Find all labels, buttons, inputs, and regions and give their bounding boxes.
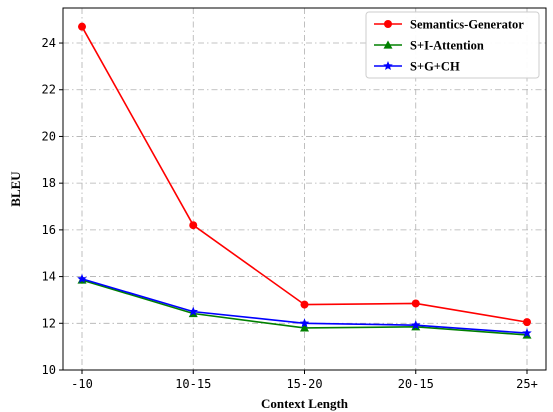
data-point — [189, 221, 198, 230]
data-point — [188, 306, 199, 316]
y-tick-label: 20 — [42, 129, 56, 143]
data-point — [410, 320, 421, 330]
legend-marker — [383, 40, 393, 49]
y-tick-label: 18 — [42, 176, 56, 190]
legend-marker — [384, 20, 392, 28]
legend-item: S+G+CH — [374, 60, 460, 74]
y-tick-label: 12 — [42, 316, 56, 330]
x-axis-label: Context Length — [261, 396, 349, 411]
data-point — [523, 318, 531, 327]
y-axis-ticks: 10 12 14 16 18 20 22 24 — [42, 36, 63, 377]
x-tick-label: 15-20 — [286, 377, 322, 391]
data-point — [300, 323, 309, 332]
legend-item: S+I-Attention — [374, 39, 484, 53]
x-axis-ticks: -10 10-15 15-20 20-15 25+ — [71, 370, 538, 391]
legend-item: Semantics-Generator — [374, 18, 524, 32]
series-layer — [77, 22, 532, 339]
data-point — [299, 318, 310, 328]
legend-label: S+I-Attention — [410, 39, 484, 53]
data-point — [522, 328, 532, 338]
x-tick-label: 10-15 — [175, 377, 211, 391]
series-0 — [78, 22, 531, 327]
y-axis-label: BLEU — [8, 171, 23, 207]
y-tick-label: 22 — [42, 83, 56, 97]
x-tick-label: 25+ — [516, 377, 538, 391]
legend-box — [365, 11, 540, 79]
y-tick-label: 10 — [42, 363, 56, 377]
y-tick-label: 16 — [42, 223, 56, 237]
legend-label: Semantics-Generator — [410, 18, 524, 32]
legend-label: S+G+CH — [410, 60, 460, 74]
data-point — [78, 22, 86, 31]
legend-marker — [383, 61, 393, 71]
data-point — [300, 300, 309, 309]
data-point — [77, 273, 87, 283]
legend: Semantics-Generator S+I-Attention S+G+CH — [365, 11, 540, 79]
data-point — [411, 299, 420, 308]
x-tick-label: 20-15 — [398, 377, 434, 391]
y-tick-label: 24 — [42, 36, 56, 50]
x-tick-label: -10 — [71, 377, 93, 391]
y-tick-label: 14 — [42, 270, 56, 284]
series-2 — [77, 273, 532, 338]
